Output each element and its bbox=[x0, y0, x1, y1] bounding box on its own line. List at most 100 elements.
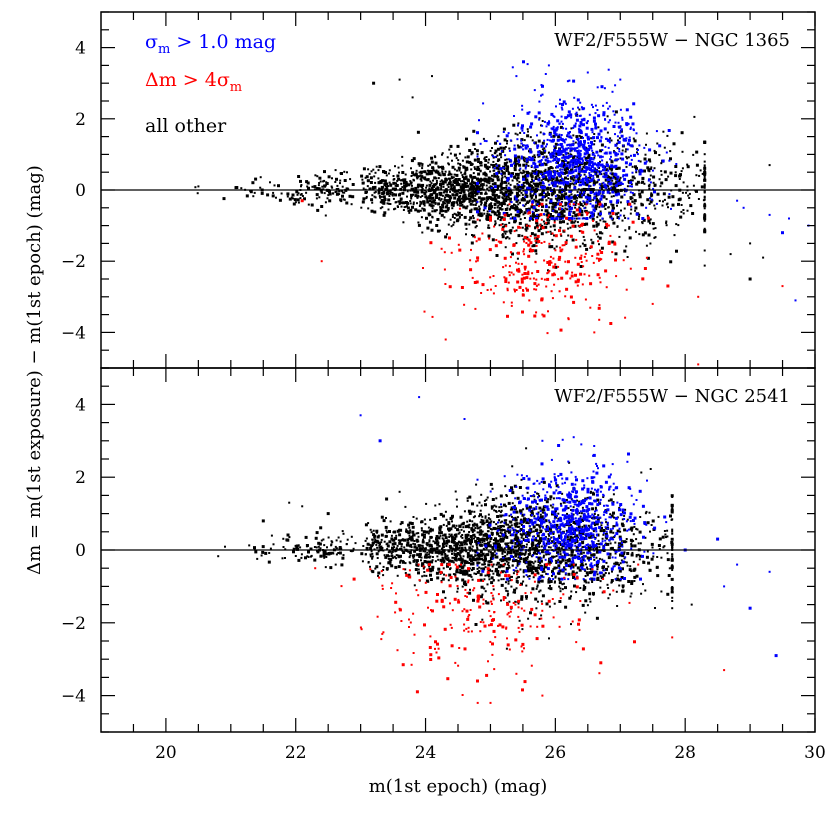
data-point bbox=[572, 576, 575, 579]
data-point bbox=[548, 183, 551, 186]
data-point bbox=[383, 179, 387, 183]
data-point bbox=[546, 157, 549, 160]
data-point bbox=[524, 228, 527, 231]
data-point bbox=[579, 587, 582, 589]
data-point bbox=[474, 307, 477, 310]
data-point bbox=[532, 182, 535, 185]
data-point bbox=[404, 572, 407, 574]
data-point bbox=[553, 155, 556, 158]
data-point bbox=[318, 176, 322, 180]
data-point bbox=[546, 138, 549, 141]
data-point bbox=[428, 203, 432, 207]
data-point bbox=[505, 193, 508, 196]
data-point bbox=[537, 229, 541, 233]
data-point bbox=[394, 207, 397, 210]
data-point bbox=[401, 191, 405, 195]
data-point bbox=[625, 538, 628, 540]
data-point bbox=[581, 540, 585, 544]
data-point bbox=[464, 184, 467, 187]
data-point bbox=[374, 538, 377, 541]
data-point bbox=[559, 168, 562, 171]
data-point bbox=[514, 516, 517, 519]
data-point bbox=[468, 531, 471, 533]
data-point bbox=[481, 186, 484, 189]
data-point bbox=[571, 225, 574, 228]
data-point bbox=[686, 163, 689, 166]
data-point bbox=[555, 156, 558, 159]
data-point bbox=[460, 191, 462, 194]
data-point bbox=[451, 213, 454, 216]
data-point bbox=[500, 150, 503, 153]
data-point bbox=[559, 226, 562, 229]
data-point bbox=[577, 149, 580, 152]
data-point bbox=[614, 184, 618, 188]
data-point bbox=[584, 156, 588, 160]
data-point bbox=[546, 186, 550, 190]
data-point bbox=[512, 123, 516, 127]
data-point bbox=[465, 233, 467, 236]
data-point bbox=[536, 534, 540, 538]
data-point bbox=[583, 243, 587, 247]
data-point bbox=[590, 178, 594, 182]
data-point bbox=[607, 499, 610, 502]
data-point bbox=[432, 169, 435, 171]
data-point bbox=[569, 160, 573, 164]
data-point bbox=[651, 198, 653, 201]
data-point bbox=[400, 559, 402, 562]
data-point bbox=[540, 94, 542, 97]
data-point bbox=[461, 174, 464, 177]
data-point bbox=[506, 289, 509, 292]
data-point bbox=[501, 196, 504, 199]
data-point bbox=[371, 201, 374, 204]
data-point bbox=[596, 216, 599, 219]
data-point bbox=[597, 166, 600, 169]
data-point bbox=[385, 193, 388, 196]
data-point bbox=[224, 545, 226, 548]
data-point bbox=[521, 513, 525, 517]
data-point bbox=[371, 194, 374, 197]
data-point bbox=[194, 186, 197, 189]
data-point bbox=[552, 185, 555, 188]
data-point bbox=[432, 179, 434, 182]
data-point bbox=[576, 161, 579, 164]
data-point bbox=[580, 184, 583, 187]
data-point bbox=[569, 113, 573, 117]
data-point bbox=[459, 204, 462, 207]
data-point bbox=[703, 186, 706, 189]
data-point bbox=[572, 211, 576, 215]
data-point bbox=[609, 234, 612, 237]
series-sigma-m-1-0-mag bbox=[476, 60, 810, 302]
data-point bbox=[429, 573, 432, 577]
data-point bbox=[507, 214, 510, 217]
data-point bbox=[654, 207, 657, 210]
data-point bbox=[548, 219, 551, 222]
data-point bbox=[499, 191, 502, 194]
data-point bbox=[671, 569, 674, 571]
data-point bbox=[527, 207, 531, 211]
data-point bbox=[593, 143, 596, 146]
data-point bbox=[489, 170, 492, 173]
data-point bbox=[503, 203, 506, 205]
data-point bbox=[428, 196, 432, 199]
data-point bbox=[607, 242, 611, 245]
data-point bbox=[593, 210, 596, 213]
data-point bbox=[522, 250, 525, 253]
data-point bbox=[471, 183, 473, 186]
data-point bbox=[373, 191, 376, 194]
data-point bbox=[511, 66, 514, 69]
data-point bbox=[512, 591, 515, 594]
data-point bbox=[438, 531, 442, 535]
data-point bbox=[388, 169, 391, 172]
data-point bbox=[703, 219, 706, 222]
data-point bbox=[577, 279, 580, 282]
data-point bbox=[433, 209, 437, 213]
data-point bbox=[559, 544, 562, 546]
data-point bbox=[788, 217, 790, 220]
data-point bbox=[460, 214, 463, 216]
data-point bbox=[517, 124, 519, 127]
data-point bbox=[544, 168, 547, 171]
data-point bbox=[599, 210, 602, 213]
data-point bbox=[509, 508, 512, 511]
data-point bbox=[519, 171, 522, 174]
data-point bbox=[472, 189, 475, 192]
